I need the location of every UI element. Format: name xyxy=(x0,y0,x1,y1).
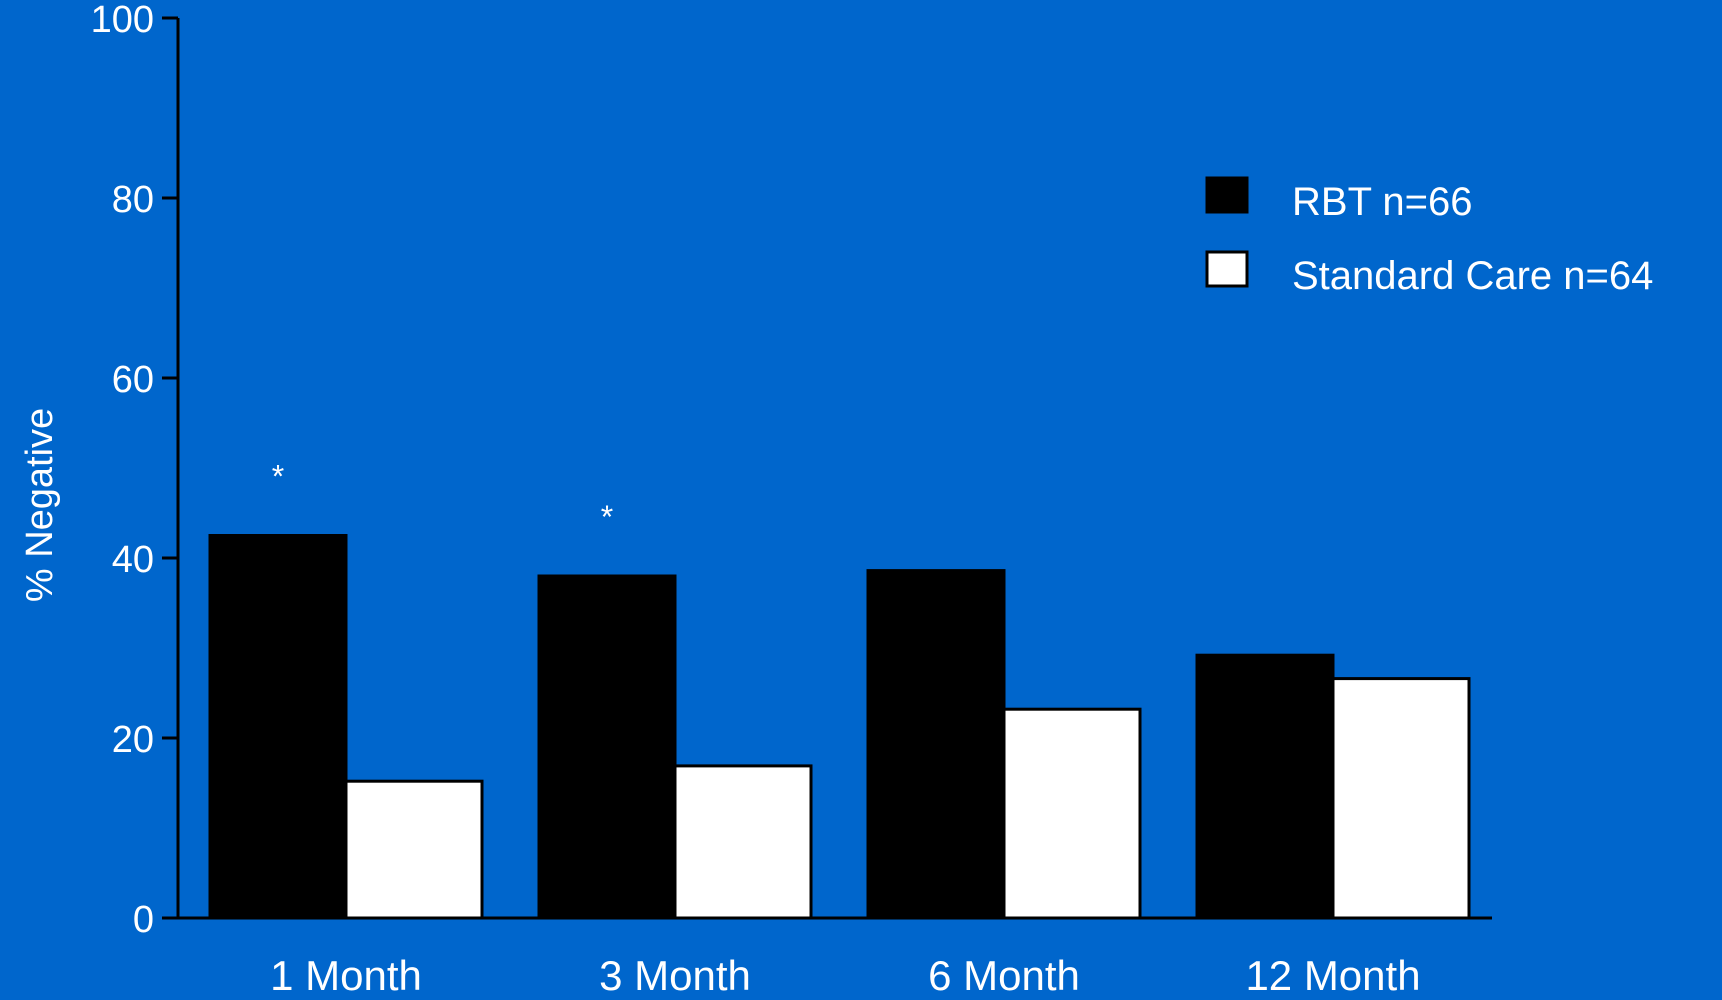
annotations-layer: ** xyxy=(272,459,613,536)
axes-layer xyxy=(176,18,1492,920)
bar-rbt-3-month xyxy=(537,574,677,920)
y-tick-label: 80 xyxy=(112,179,154,221)
legend-swatch xyxy=(1205,176,1249,214)
bar-standard-care-3-month xyxy=(673,764,813,920)
y-ticks-layer: 0 20 40 60 80 100 xyxy=(91,0,178,941)
bar-standard-care-1-month xyxy=(344,779,484,920)
bar-standard-care-6-month xyxy=(1002,707,1142,920)
x-category-label: 6 Month xyxy=(928,952,1080,995)
x-category-label: 12 Month xyxy=(1245,952,1420,995)
legend-label: RBT n=66 xyxy=(1292,180,1473,224)
bar-rbt-12-month xyxy=(1195,653,1335,920)
significance-marker: * xyxy=(272,459,284,495)
bar-rbt-6-month xyxy=(866,569,1006,920)
y-axis-title: % Negative xyxy=(19,408,61,602)
y-tick-label: 0 xyxy=(133,899,154,941)
x-category-label: 1 Month xyxy=(270,952,422,995)
y-tick-label: 60 xyxy=(112,359,154,401)
legend-label: Standard Care n=64 xyxy=(1292,254,1653,298)
bar-rbt-1-month xyxy=(208,534,348,920)
bars-layer xyxy=(208,534,1471,920)
x-labels-layer: 1 Month 3 Month 6 Month 12 Month xyxy=(270,952,1420,999)
legend-swatch xyxy=(1205,250,1249,288)
x-category-label: 3 Month xyxy=(599,952,751,995)
y-tick-label: 20 xyxy=(112,719,154,761)
bar-standard-care-12-month xyxy=(1331,677,1471,920)
legend: RBT n=66 Standard Care n=64 xyxy=(1205,176,1653,298)
y-tick-label: 100 xyxy=(91,0,154,41)
y-tick-label: 40 xyxy=(112,539,154,581)
significance-marker: * xyxy=(601,499,613,535)
